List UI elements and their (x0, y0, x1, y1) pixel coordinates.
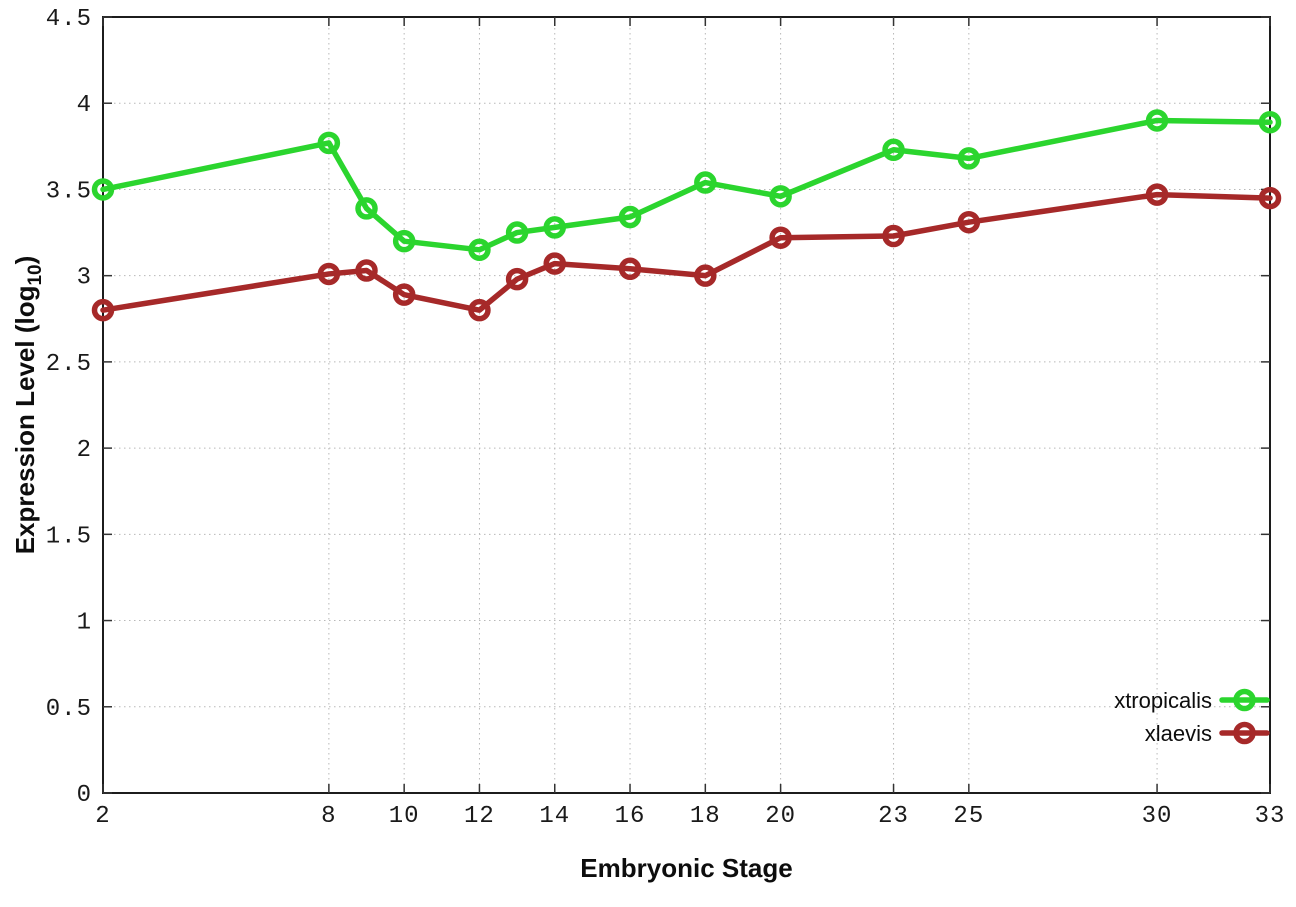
marker-xlaevis-stage-2 (91, 298, 115, 322)
marker-xtropicalis-stage-23 (882, 138, 905, 162)
marker-xtropicalis-stage-2 (91, 178, 115, 201)
x-tick-label-18: 18 (690, 803, 721, 830)
marker-xlaevis-stage-25 (957, 210, 981, 234)
y-tick-label-4: 4 (77, 92, 92, 119)
y-tick-label-0: 0 (77, 782, 92, 809)
legend-label-xlaevis: xlaevis (1145, 721, 1212, 746)
marker-xtropicalis-stage-20 (769, 185, 792, 208)
y-tick-label-0.5: 0.5 (46, 696, 92, 723)
y-tick-label-3: 3 (77, 265, 92, 292)
y-tick-label-1: 1 (77, 610, 92, 637)
x-axis-title: Embryonic Stage (580, 853, 792, 883)
marker-xlaevis-stage-30 (1145, 183, 1169, 206)
series-line-xtropicalis (100, 117, 1273, 253)
x-tick-label-2: 2 (95, 803, 110, 830)
marker-xtropicalis-stage-16 (618, 205, 642, 229)
y-tick-label-2.5: 2.5 (46, 351, 92, 378)
marker-xlaevis-stage-10 (392, 283, 416, 306)
marker-xtropicalis-stage-13 (505, 221, 529, 244)
marker-xtropicalis-stage-30 (1145, 109, 1169, 132)
marker-xlaevis-stage-20 (769, 226, 792, 249)
x-tick-label-8: 8 (321, 803, 336, 830)
marker-xlaevis-stage-14 (543, 252, 566, 275)
x-tick-label-16: 16 (615, 803, 646, 830)
marker-xlaevis-stage-8 (317, 262, 341, 286)
y-axis-title: Expression Level (log10) (10, 256, 46, 555)
plot-border (102, 16, 1271, 794)
x-tick-label-12: 12 (464, 803, 495, 830)
y-tick-label-3.5: 3.5 (46, 178, 92, 205)
x-tick-label-10: 10 (389, 803, 420, 830)
y-tick-label-4.5: 4.5 (46, 6, 92, 33)
x-tick-label-25: 25 (953, 803, 984, 830)
marker-xlaevis-stage-9 (355, 259, 378, 282)
marker-xlaevis-stage-13 (505, 267, 529, 291)
legend-sample-marker-xtropicalis (1233, 688, 1256, 712)
x-tick-label-14: 14 (539, 803, 570, 830)
x-tick-label-23: 23 (878, 803, 909, 830)
marker-xtropicalis-stage-12 (468, 238, 491, 262)
marker-xtropicalis-stage-10 (392, 229, 416, 253)
marker-xlaevis-stage-16 (618, 257, 642, 281)
series-line-xlaevis (100, 191, 1273, 313)
marker-xtropicalis-stage-14 (543, 216, 566, 239)
marker-xtropicalis-stage-9 (355, 197, 378, 220)
y-tick-label-1.5: 1.5 (46, 523, 92, 550)
x-tick-label-20: 20 (765, 803, 796, 830)
marker-xlaevis-stage-18 (694, 264, 717, 287)
marker-xtropicalis-stage-18 (694, 171, 717, 194)
legend-label-xtropicalis: xtropicalis (1114, 688, 1212, 713)
marker-xlaevis-stage-23 (882, 224, 905, 248)
marker-xtropicalis-stage-8 (317, 131, 341, 155)
marker-xtropicalis-stage-25 (957, 147, 981, 170)
legend-sample-marker-xlaevis (1233, 721, 1256, 745)
marker-xlaevis-stage-12 (468, 298, 491, 322)
y-tick-label-2: 2 (77, 437, 92, 464)
marker-xlaevis-stage-33 (1258, 186, 1282, 210)
marker-xtropicalis-stage-33 (1258, 110, 1282, 134)
x-tick-label-30: 30 (1142, 803, 1173, 830)
x-tick-label-33: 33 (1255, 803, 1286, 830)
